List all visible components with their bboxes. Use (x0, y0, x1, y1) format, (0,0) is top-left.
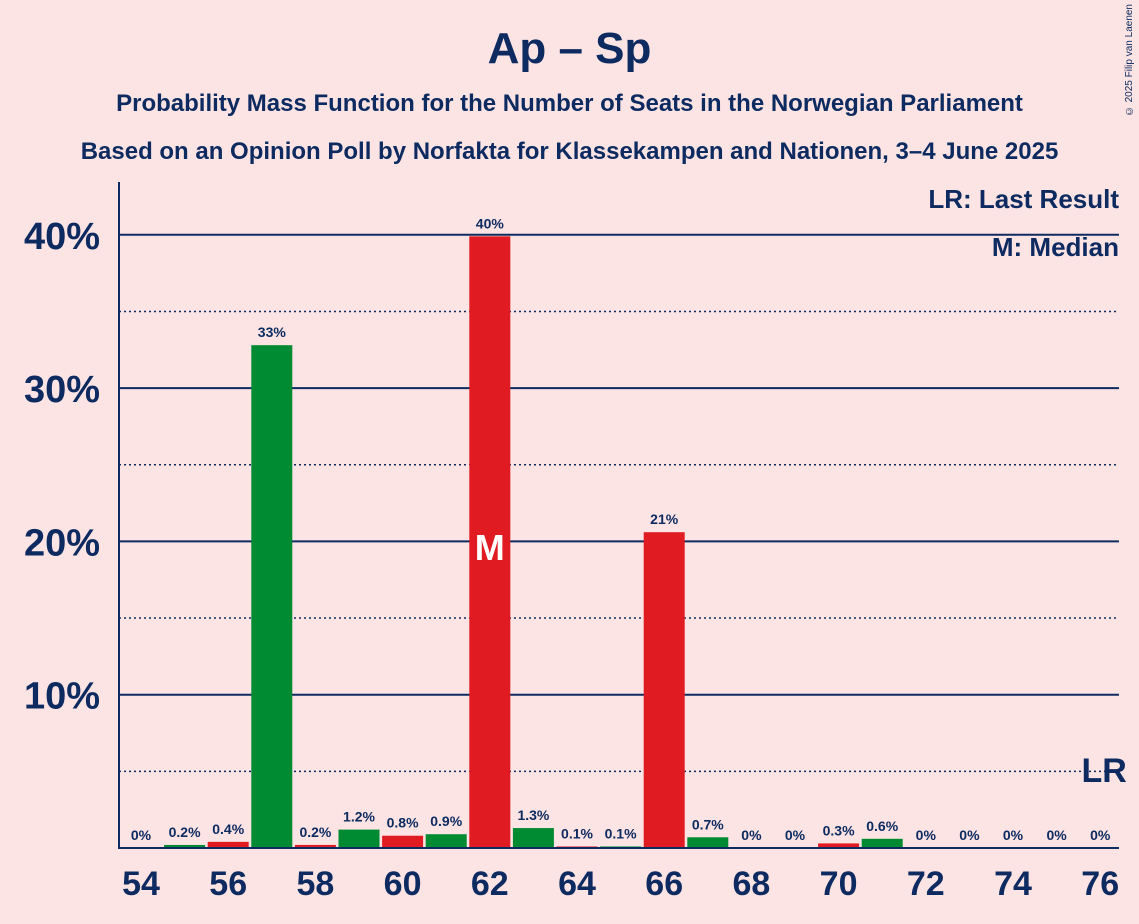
y-tick-label: 10% (24, 676, 100, 718)
bar-value-label: 0.4% (212, 821, 244, 837)
bar-seat-71 (861, 838, 903, 848)
bar-value-label: 0.1% (561, 825, 593, 841)
bar-value-label: 0% (959, 827, 980, 843)
bar-seat-57 (251, 345, 293, 848)
bar-seat-58 (294, 844, 336, 848)
bar-value-label: 0.6% (866, 818, 898, 834)
chart-subtitle-source: Based on an Opinion Poll by Norfakta for… (80, 138, 1059, 165)
x-tick-label: 76 (1081, 865, 1119, 903)
bar-value-label: 0% (1046, 827, 1067, 843)
bar-seat-62 (469, 236, 511, 848)
bar-value-label: 0% (1003, 827, 1024, 843)
bar-seat-70 (818, 843, 860, 848)
x-tick-label: 64 (558, 865, 596, 903)
x-tick-label: 66 (645, 865, 683, 903)
bar-value-label: 0.9% (430, 813, 462, 829)
bar-value-label: 0.2% (169, 824, 201, 840)
x-tick-label: 70 (820, 865, 858, 903)
bar-seat-59 (338, 829, 380, 848)
bar-value-label: 0% (131, 827, 152, 843)
chart-title: Ap – Sp (487, 24, 652, 73)
bar-value-label: 0% (785, 827, 806, 843)
bar-seat-55 (164, 844, 206, 848)
x-tick-label: 58 (296, 865, 334, 903)
y-tick-label: 20% (24, 522, 100, 564)
bar-value-label: 0.1% (605, 825, 637, 841)
median-marker: M (475, 527, 505, 568)
bar-seat-63 (512, 828, 554, 848)
bar-value-label: 0% (1090, 827, 1111, 843)
bar-value-label: 1.3% (517, 807, 549, 823)
bar-value-label: 0.8% (387, 815, 419, 831)
bar-seat-60 (382, 835, 424, 848)
x-tick-label: 72 (907, 865, 945, 903)
x-tick-label: 56 (209, 865, 247, 903)
bar-value-label: 0.3% (823, 822, 855, 838)
y-tick-label: 30% (24, 369, 100, 411)
bar-value-label: 0.7% (692, 816, 724, 832)
bar-seat-67 (687, 837, 729, 848)
legend-median: M: Median (991, 232, 1119, 262)
bar-value-label: 1.2% (343, 809, 375, 825)
legend-last-result: LR: Last Result (928, 184, 1119, 214)
last-result-marker: LR (1082, 752, 1127, 790)
bar-seat-66 (643, 532, 685, 848)
y-tick-label: 40% (24, 216, 100, 258)
x-tick-label: 62 (471, 865, 509, 903)
bar-value-label: 0% (741, 827, 762, 843)
bar-value-label: 0.2% (299, 824, 331, 840)
bar-value-label: 0% (916, 827, 937, 843)
bar-seat-56 (207, 841, 249, 848)
x-tick-label: 54 (122, 865, 160, 903)
bar-value-label: 33% (258, 324, 287, 340)
x-tick-label: 74 (994, 865, 1032, 903)
x-tick-label: 68 (732, 865, 770, 903)
chart-subtitle: Probability Mass Function for the Number… (116, 90, 1023, 117)
bar-value-label: 21% (650, 511, 679, 527)
bar-seat-61 (425, 834, 467, 848)
bar-value-label: 40% (476, 215, 505, 231)
x-tick-label: 60 (384, 865, 422, 903)
